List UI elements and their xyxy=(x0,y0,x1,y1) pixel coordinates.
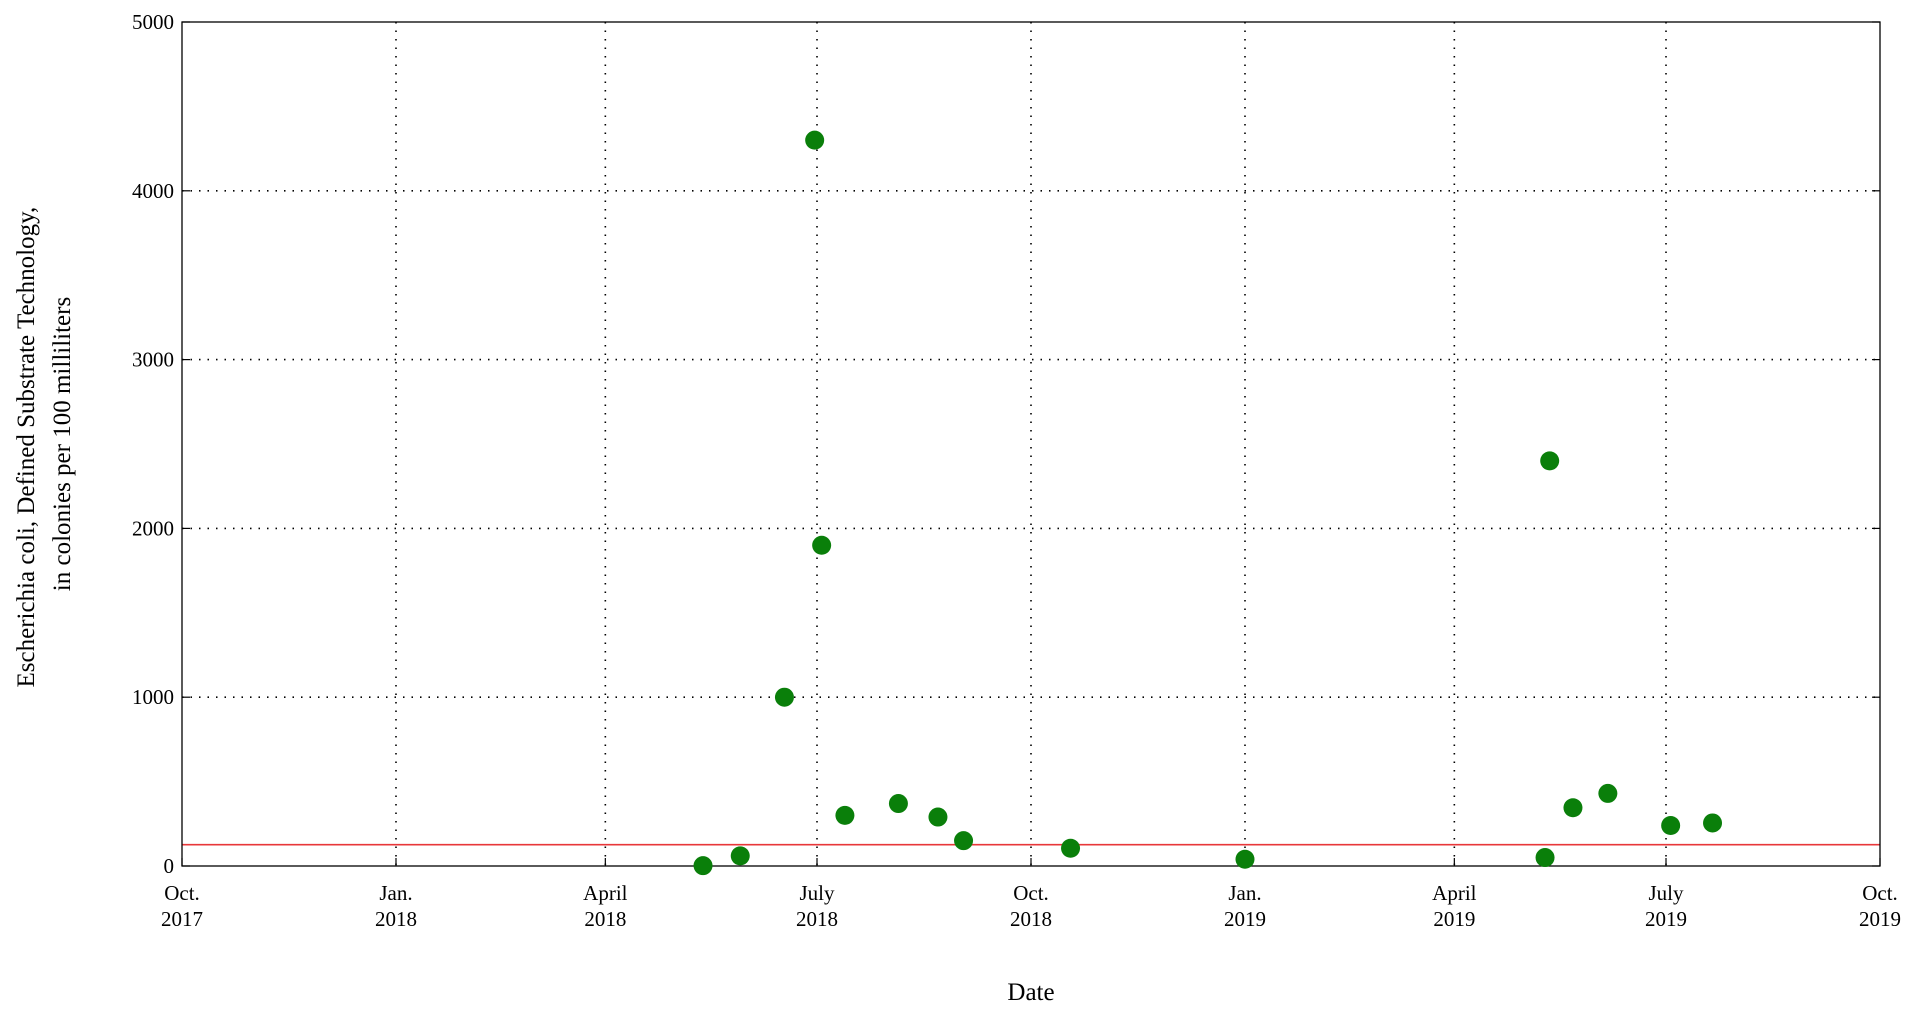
data-point xyxy=(1235,849,1255,869)
data-point xyxy=(693,856,713,876)
data-point xyxy=(1563,798,1583,818)
data-point xyxy=(1061,838,1081,858)
grid xyxy=(182,22,1880,866)
data-point xyxy=(805,130,825,150)
y-axis-title-line-1: Escherichia coli, Defined Substrate Tech… xyxy=(13,207,40,688)
data-point xyxy=(1535,848,1555,868)
x-tick-label-month: Oct. xyxy=(1013,881,1049,905)
plot-area-frame xyxy=(181,21,1881,867)
data-point xyxy=(774,687,794,707)
data-point xyxy=(812,535,832,555)
data-point xyxy=(1598,783,1618,803)
x-tick-label: July 2018 xyxy=(796,881,838,931)
x-tick-label-month: Oct. xyxy=(1862,881,1898,905)
x-tick-label-month: Jan. xyxy=(379,881,412,905)
x-tick-label: Oct. 2019 xyxy=(1859,881,1901,931)
y-axis-title: Escherichia coli, Defined Substrate Tech… xyxy=(13,201,76,688)
x-tick-label-year: 2018 xyxy=(1010,907,1052,931)
x-tick-label-year: 2019 xyxy=(1859,907,1901,931)
data-point xyxy=(835,805,855,825)
x-tick-label-year: 2019 xyxy=(1433,907,1475,931)
x-tick-label: April 2019 xyxy=(1432,881,1476,931)
x-tick-label: Oct. 2017 xyxy=(161,881,203,931)
x-tick-label-month: April xyxy=(1432,881,1476,905)
y-tick-label: 4000 xyxy=(132,179,174,203)
x-tick-label: July 2019 xyxy=(1645,881,1687,931)
y-tick-label: 5000 xyxy=(132,10,174,34)
data-point xyxy=(928,807,948,827)
x-tick-label-month: July xyxy=(1648,881,1684,905)
x-tick-label-year: 2018 xyxy=(375,907,417,931)
y-tick-label: 2000 xyxy=(132,516,174,540)
data-points xyxy=(693,130,1723,876)
y-tick-label: 1000 xyxy=(132,685,174,709)
x-tick-label-year: 2017 xyxy=(161,907,203,931)
x-tick-label: April 2018 xyxy=(583,881,627,931)
x-tick-label-year: 2019 xyxy=(1224,907,1266,931)
data-point xyxy=(1703,813,1723,833)
x-tick-label-year: 2019 xyxy=(1645,907,1687,931)
y-tick-label: 3000 xyxy=(132,348,174,372)
y-axis-title-line-2: in colonies per 100 milliliters xyxy=(49,297,76,591)
x-tick-label: Oct. 2018 xyxy=(1010,881,1052,931)
data-point xyxy=(1540,451,1560,471)
data-point xyxy=(888,794,908,814)
x-tick-label-year: 2018 xyxy=(796,907,838,931)
x-tick-label: Jan. 2019 xyxy=(1224,881,1266,931)
data-point xyxy=(954,831,974,851)
x-tick-label-year: 2018 xyxy=(584,907,626,931)
x-tick-label-month: April xyxy=(583,881,627,905)
y-tick-label: 0 xyxy=(164,854,175,878)
x-tick-label-month: Jan. xyxy=(1228,881,1261,905)
x-tick-label-month: July xyxy=(799,881,835,905)
x-tick-label-month: Oct. xyxy=(164,881,200,905)
data-point xyxy=(1661,815,1681,835)
data-point xyxy=(730,846,750,866)
x-axis-title: Date xyxy=(1007,979,1054,1006)
x-tick-label: Jan. 2018 xyxy=(375,881,417,931)
